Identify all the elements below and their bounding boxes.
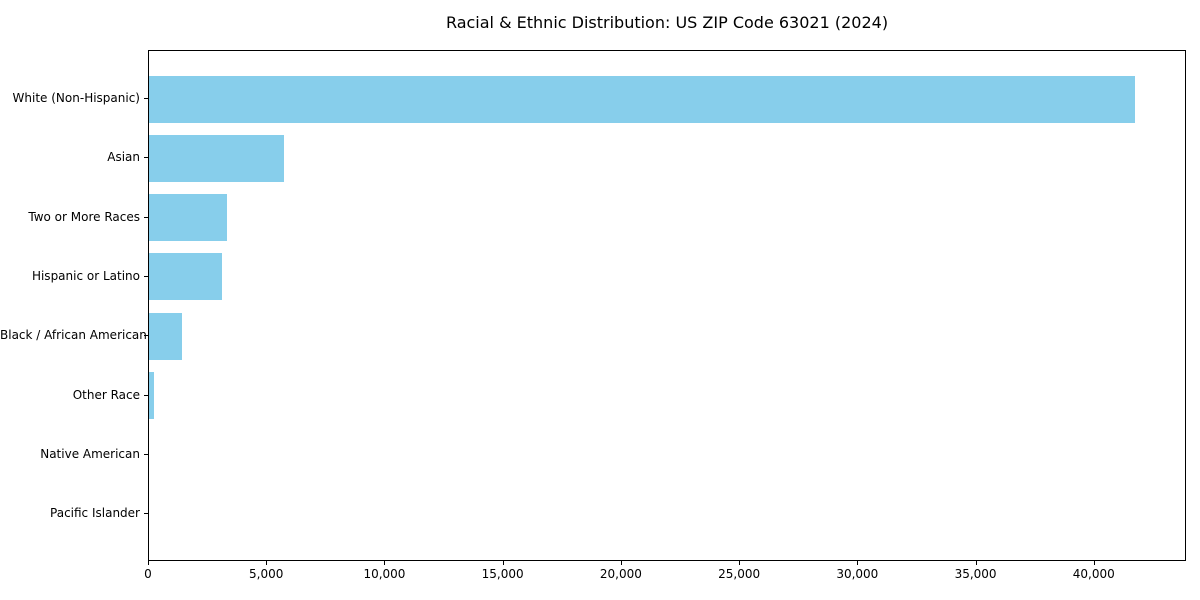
x-axis-tick-label: 25,000	[718, 567, 761, 581]
x-axis-tick-label: 40,000	[1072, 567, 1115, 581]
chart-title: Racial & Ethnic Distribution: US ZIP Cod…	[445, 13, 889, 32]
y-axis-tick-mark	[144, 335, 148, 337]
x-axis-tick-label: 10,000	[363, 567, 406, 581]
y-axis-label: White (Non-Hispanic)	[12, 91, 140, 105]
x-axis-tick-label: 0	[144, 567, 152, 581]
bar	[149, 134, 284, 182]
y-axis-tick-mark	[144, 513, 148, 515]
y-axis-label: Black / African American	[0, 328, 147, 343]
x-axis-tick-mark	[739, 561, 741, 565]
y-axis-label: Pacific Islander	[50, 506, 140, 521]
y-axis-tick-mark	[144, 98, 148, 99]
y-axis-tick-mark	[144, 394, 148, 396]
x-axis-tick-mark	[857, 561, 859, 565]
x-axis-tick-label: 30,000	[836, 567, 879, 581]
x-axis-tick-mark	[620, 561, 622, 565]
x-axis-tick-label: 20,000	[599, 567, 642, 581]
y-axis-tick-mark	[144, 216, 148, 218]
x-axis-tick-mark	[1093, 561, 1095, 565]
x-axis-tick-label: 5,000	[249, 567, 284, 581]
y-axis-tick-mark	[144, 275, 148, 277]
y-axis-tick-mark	[144, 453, 148, 455]
bar	[149, 194, 227, 242]
y-axis-label: Other Race	[72, 387, 140, 402]
x-axis-tick-label: 35,000	[954, 567, 997, 581]
y-axis-label: Native American	[40, 446, 140, 461]
y-axis-label: Hispanic or Latino	[31, 268, 140, 283]
x-axis-tick-mark	[975, 561, 977, 565]
x-axis-tick-mark	[384, 561, 386, 565]
bar	[149, 372, 154, 419]
x-axis-tick-mark	[148, 561, 149, 565]
y-axis-tick-mark	[144, 157, 148, 159]
bar	[149, 312, 183, 360]
y-axis-label: Asian	[107, 150, 140, 165]
x-axis-tick-mark	[266, 561, 268, 565]
bar	[149, 253, 223, 301]
x-axis-tick-mark	[502, 561, 504, 565]
y-axis-label: Two or More Races	[28, 209, 140, 224]
plot-area	[148, 50, 1186, 561]
x-axis-tick-label: 15,000	[481, 567, 524, 581]
bar	[149, 75, 1136, 123]
